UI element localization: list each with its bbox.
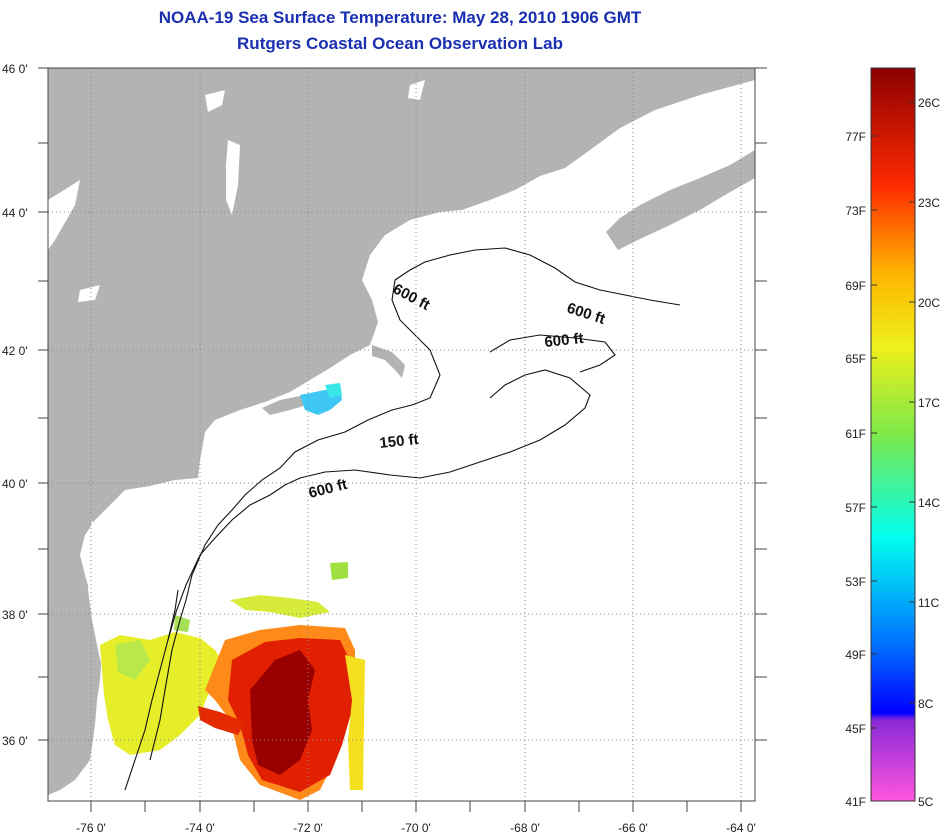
sst-swath-darkred (250, 650, 315, 775)
map-frame (47, 67, 756, 802)
cb-c-8: 8C (918, 697, 934, 711)
cb-f-73: 73F (845, 204, 866, 218)
lon-label-64: -64 0' (726, 821, 756, 835)
cb-f-61: 61F (845, 427, 866, 441)
cb-c-26: 26C (918, 96, 940, 110)
cb-f-65: 65F (845, 352, 866, 366)
sst-swath-edge-green (330, 562, 348, 580)
cb-f-69: 69F (845, 279, 866, 293)
cb-c-5: 5C (918, 795, 934, 809)
lon-label-74: -74 0' (185, 821, 215, 835)
cb-c-20: 20C (918, 296, 940, 310)
cb-f-45: 45F (845, 722, 866, 736)
lon-ticks (90, 801, 742, 812)
sst-swath-green (115, 640, 150, 680)
cb-c-17: 17C (918, 396, 940, 410)
lat-label-46: 46 0' (2, 62, 28, 76)
contour-label-4: 150 ft (379, 431, 420, 452)
cb-c-23: 23C (918, 196, 940, 210)
contour-label-3: 600 ft (544, 330, 585, 351)
lat-ticks (38, 67, 767, 741)
lat-label-42: 42 0' (2, 344, 28, 358)
lake-1 (205, 90, 225, 112)
cb-c-11: 11C (918, 596, 939, 610)
cb-c-14: 14C (918, 496, 940, 510)
map-subtitle: Rutgers Coastal Ocean Observation Lab (237, 34, 563, 53)
lake-5 (408, 80, 425, 100)
lon-label-76: -76 0' (76, 821, 106, 835)
lon-label-68: -68 0' (510, 821, 540, 835)
lon-label-70: -70 0' (401, 821, 431, 835)
lat-label-36: 36 0' (2, 734, 28, 748)
lat-label-44: 44 0' (2, 206, 28, 220)
map-title: NOAA-19 Sea Surface Temperature: May 28,… (158, 8, 642, 27)
sst-swath-greenyellow (230, 595, 330, 618)
land-nova-scotia (606, 150, 755, 250)
lon-label-72: -72 0' (293, 821, 323, 835)
chesapeake-bay (88, 520, 112, 680)
cb-f-77: 77F (845, 130, 866, 144)
colorbar (870, 67, 916, 802)
cb-f-49: 49F (845, 648, 866, 662)
bathymetry-contours (124, 247, 681, 791)
sst-patch-li-sound-2 (325, 383, 342, 398)
sst-swath-edge (345, 655, 365, 790)
lon-label-66: -66 0' (618, 821, 648, 835)
cb-f-41: 41F (845, 795, 866, 809)
sst-swath-red-jet (198, 706, 245, 735)
cb-f-57: 57F (845, 501, 866, 515)
land-mainland (48, 68, 755, 795)
delaware-bay (114, 505, 130, 540)
lake-4 (78, 285, 100, 302)
colorbar-ticks (871, 101, 915, 729)
lake-2 (226, 140, 240, 215)
cb-f-53: 53F (845, 575, 866, 589)
lake-3 (48, 180, 80, 250)
lat-label-40: 40 0' (2, 477, 28, 491)
lat-label-38: 38 0' (2, 608, 28, 622)
land-cape-cod (372, 345, 405, 378)
